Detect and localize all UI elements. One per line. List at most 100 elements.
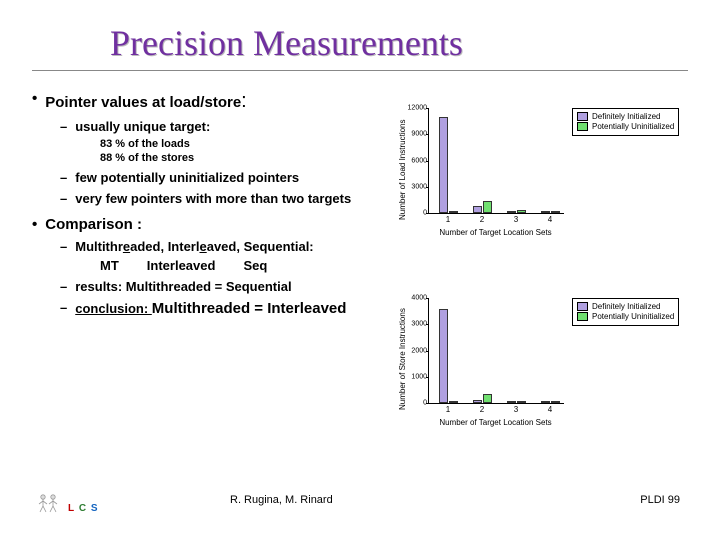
store-chart: Number of Store Instructions 01000200030… xyxy=(392,290,692,440)
chart1-xlabel: Number of Target Location Sets xyxy=(428,228,563,237)
dash: – xyxy=(60,170,67,185)
legend-label: Potentially Uninitialized xyxy=(592,122,674,131)
bullet-stores-pct: 88 % of the stores xyxy=(100,152,382,164)
text: very few pointers with more than two tar… xyxy=(75,191,351,206)
dash: – xyxy=(60,239,67,254)
bar-defin xyxy=(439,117,448,213)
ytick-mark xyxy=(426,187,429,188)
bar-group xyxy=(473,394,492,403)
footer-venue: PLDI 99 xyxy=(640,494,680,506)
text: few potentially uninitialized pointers xyxy=(75,170,299,185)
text: usually unique target: xyxy=(75,119,210,134)
xtick: 2 xyxy=(480,213,484,224)
xtick: 1 xyxy=(446,403,450,414)
legend-swatch xyxy=(577,122,588,131)
ytick-mark xyxy=(426,134,429,135)
xtick: 3 xyxy=(514,403,518,414)
lcs-figures-icon xyxy=(36,492,66,514)
xtick: 4 xyxy=(548,213,552,224)
legend-label: Definitely Initialized xyxy=(592,112,660,121)
bar-potent xyxy=(449,401,458,403)
ytick-mark xyxy=(426,377,429,378)
legend-swatch xyxy=(577,112,588,121)
mt-int-seq-row: MT Interleaved Seq xyxy=(100,258,382,273)
interleaved-label: Interleaved xyxy=(147,258,216,273)
legend-row-defin: Definitely Initialized xyxy=(577,302,674,311)
footer-logo: L C S xyxy=(36,492,99,514)
ytick-mark xyxy=(426,351,429,352)
ytick-mark xyxy=(426,108,429,109)
dash: – xyxy=(60,300,67,317)
legend-swatch xyxy=(577,302,588,311)
bar-potent xyxy=(551,401,560,403)
bar-potent xyxy=(483,394,492,403)
t: Multithreaded = Interleaved xyxy=(152,300,347,317)
legend-label: Potentially Uninitialized xyxy=(592,312,674,321)
bullet-results: – results: Multithreaded = Sequential xyxy=(60,279,382,294)
chart2-plot: 010002000300040001234 xyxy=(428,298,564,404)
ytick-mark xyxy=(426,324,429,325)
content-body: • Pointer values at load/store: – usuall… xyxy=(32,90,382,321)
chart2-ylabel: Number of Store Instructions xyxy=(398,308,407,410)
bar-potent xyxy=(551,211,560,213)
ytick-mark xyxy=(426,298,429,299)
bullet-marker: • xyxy=(32,216,37,233)
bullet-loads-pct: 83 % of the loads xyxy=(100,138,382,150)
bar-defin xyxy=(473,206,482,213)
bullet-mt-int-seq: – Multithreaded, Interleaved, Sequential… xyxy=(60,239,382,254)
bar-group xyxy=(473,201,492,213)
dash: – xyxy=(60,279,67,294)
chart1-legend: Definitely Initialized Potentially Unini… xyxy=(572,108,679,136)
bullet-pointer-values: • Pointer values at load/store: xyxy=(32,90,382,113)
ytick-mark xyxy=(426,403,429,404)
seq-label: Seq xyxy=(243,258,267,273)
bullet-few-uninit: – few potentially uninitialized pointers xyxy=(60,170,382,185)
colon: : xyxy=(241,90,247,112)
legend-swatch xyxy=(577,312,588,321)
bar-potent xyxy=(517,401,526,403)
xtick: 4 xyxy=(548,403,552,414)
bullet-conclusion: – conclusion: Multithreaded = Interleave… xyxy=(60,300,382,317)
chart2-xlabel: Number of Target Location Sets xyxy=(428,418,563,427)
xtick: 3 xyxy=(514,213,518,224)
text: Pointer values at load/store xyxy=(45,94,241,111)
text: Comparison : xyxy=(45,216,142,233)
legend-row-potent: Potentially Uninitialized xyxy=(577,312,674,321)
title-underline xyxy=(32,70,688,71)
t: aved, Sequential: xyxy=(207,239,314,254)
s: S xyxy=(91,503,99,514)
chart1-ylabel: Number of Load Instructions xyxy=(398,120,407,221)
bullet-marker: • xyxy=(32,90,37,113)
bullet-very-few: – very few pointers with more than two t… xyxy=(60,191,382,206)
t: aded, Interl xyxy=(130,239,199,254)
bar-potent xyxy=(483,201,492,213)
bullet-comparison: • Comparison : xyxy=(32,216,382,233)
bar-defin xyxy=(439,309,448,404)
bar-group xyxy=(439,117,458,213)
bar-group xyxy=(439,309,458,404)
slide-title: Precision Measurements xyxy=(110,22,463,64)
lcs-text: L C S xyxy=(68,503,99,514)
bar-potent xyxy=(517,210,526,214)
legend-row-defin: Definitely Initialized xyxy=(577,112,674,121)
legend-label: Definitely Initialized xyxy=(592,302,660,311)
legend-row-potent: Potentially Uninitialized xyxy=(577,122,674,131)
chart1-plot: 0300060009000120001234 xyxy=(428,108,564,214)
load-chart: Number of Load Instructions 030006000900… xyxy=(392,100,692,250)
chart2-legend: Definitely Initialized Potentially Unini… xyxy=(572,298,679,326)
xtick: 1 xyxy=(446,213,450,224)
bullet-unique-target: – usually unique target: xyxy=(60,119,382,134)
xtick: 2 xyxy=(480,403,484,414)
t: e xyxy=(199,239,206,254)
mt-label: MT xyxy=(100,258,119,273)
bar-potent xyxy=(449,211,458,213)
dash: – xyxy=(60,191,67,206)
ytick-mark xyxy=(426,161,429,162)
text: results: Multithreaded = Sequential xyxy=(75,279,291,294)
t: Multithr xyxy=(75,239,123,254)
t: conclusion: xyxy=(75,301,152,316)
l: L xyxy=(68,503,75,514)
bullet-text: Pointer values at load/store: xyxy=(45,90,246,113)
text: conclusion: Multithreaded = Interleaved xyxy=(75,300,346,317)
dash: – xyxy=(60,119,67,134)
